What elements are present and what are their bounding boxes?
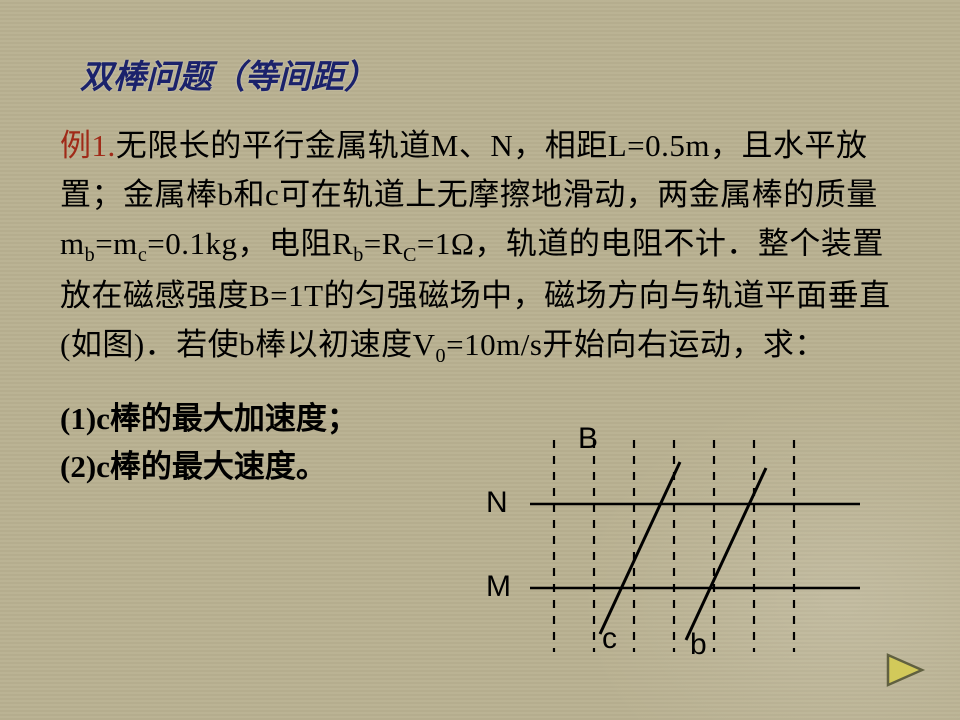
label-N: N: [486, 486, 508, 520]
arrow-right-icon: [882, 649, 930, 691]
slide-title: 双棒问题（等间距）: [80, 50, 900, 98]
slide-page: 双棒问题（等间距） 例1.无限长的平行金属轨道M、N，相距L=0.5m，且水平放…: [0, 0, 960, 720]
problem-text: 无限长的平行金属轨道M、N，相距L=0.5m，且水平放置；金属棒b和c可在轨道上…: [60, 128, 891, 362]
next-slide-button[interactable]: [882, 649, 930, 696]
example-label: 例1.: [60, 128, 116, 163]
rods-group: [600, 462, 766, 640]
label-b: b: [690, 628, 707, 662]
rails-group: [530, 504, 860, 588]
label-B: B: [578, 422, 598, 456]
label-M: M: [486, 570, 511, 604]
physics-diagram: B N M c b: [480, 422, 880, 667]
diagram-svg: [480, 422, 880, 662]
label-c: c: [602, 622, 617, 656]
problem-statement: 例1.无限长的平行金属轨道M、N，相距L=0.5m，且水平放置；金属棒b和c可在…: [60, 122, 900, 373]
